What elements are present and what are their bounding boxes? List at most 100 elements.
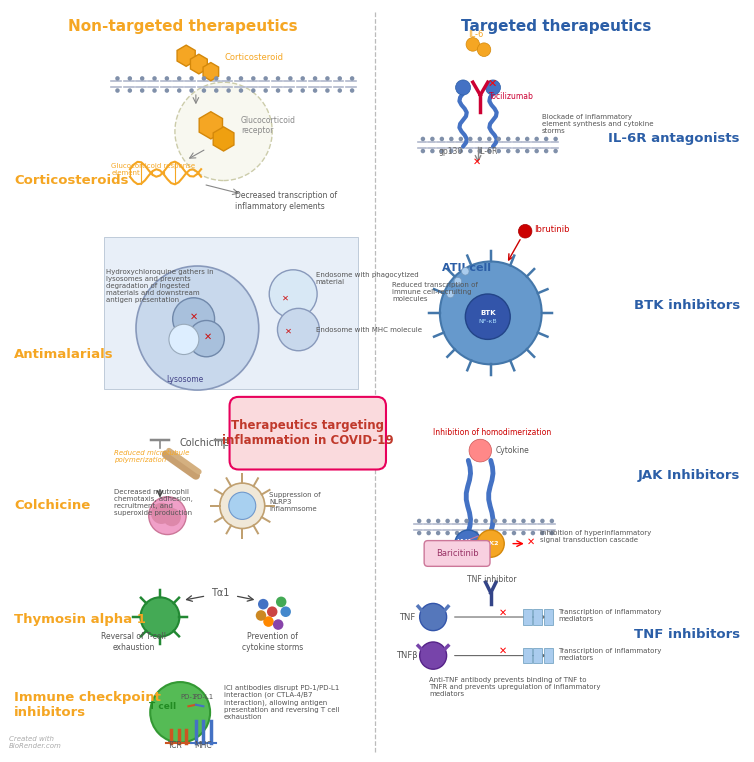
Circle shape [427,531,431,536]
Circle shape [502,531,507,536]
Text: JAK Inhibitors: JAK Inhibitors [638,469,740,482]
Text: Lysosome: Lysosome [166,375,203,384]
Circle shape [540,519,544,523]
Text: Transcription of inflammatory
mediators: Transcription of inflammatory mediators [558,648,661,661]
Circle shape [177,88,182,93]
Text: Antimalarials: Antimalarials [14,348,114,361]
Text: Blockade of inflammatory
element synthesis and cytokine
storms: Blockade of inflammatory element synthes… [541,114,653,134]
Circle shape [164,76,169,81]
Circle shape [273,620,284,630]
Text: ✕: ✕ [498,607,507,617]
Circle shape [169,325,199,354]
Polygon shape [203,62,219,81]
Circle shape [152,88,157,93]
Circle shape [477,43,491,56]
Circle shape [506,136,510,141]
Circle shape [276,597,287,607]
Circle shape [164,88,169,93]
Text: Immune checkpoint
inhibitors: Immune checkpoint inhibitors [14,691,161,719]
Text: Corticosteroids: Corticosteroids [14,174,128,187]
Text: ✕: ✕ [282,293,290,303]
Circle shape [449,136,454,141]
Text: T cell: T cell [149,702,176,711]
Circle shape [251,88,256,93]
Circle shape [449,149,454,153]
Text: Reduced transcription of
immune cell-recruiting
molecules: Reduced transcription of immune cell-rec… [392,282,478,302]
Circle shape [189,76,194,81]
Circle shape [454,277,461,285]
FancyBboxPatch shape [229,397,386,469]
Circle shape [525,149,529,153]
Circle shape [446,531,450,536]
Circle shape [188,321,225,357]
Circle shape [276,88,280,93]
Circle shape [325,76,329,81]
Circle shape [350,76,354,81]
Circle shape [474,531,478,536]
Text: Tocilizumab: Tocilizumab [489,92,534,101]
Circle shape [226,76,231,81]
Circle shape [127,88,132,93]
Text: Transcription of inflammatory
mediators: Transcription of inflammatory mediators [558,609,661,622]
Text: Colchicine: Colchicine [179,438,230,448]
Circle shape [214,88,219,93]
Circle shape [496,149,501,153]
Bar [544,610,553,625]
Circle shape [553,149,558,153]
Circle shape [544,149,548,153]
Circle shape [338,76,342,81]
Text: Reversal of T-cell
exhaustion: Reversal of T-cell exhaustion [101,632,166,652]
Text: Decreased neutrophil
chemotaxis, adhesion,
recruitment, and
superoxide productio: Decreased neutrophil chemotaxis, adhesio… [114,488,192,516]
Text: Suppression of
NLRP3
inflammsome: Suppression of NLRP3 inflammsome [269,492,321,512]
Circle shape [502,519,507,523]
Text: Created with
BioRender.com: Created with BioRender.com [9,736,62,749]
Text: JAK: JAK [456,539,471,548]
Polygon shape [213,126,234,151]
Circle shape [301,76,305,81]
Circle shape [455,531,459,536]
Circle shape [477,149,482,153]
Text: BTK: BTK [480,310,495,316]
Circle shape [350,88,354,93]
Text: Reduced microtubule
polymerization: Reduced microtubule polymerization [114,450,189,463]
Circle shape [140,88,145,93]
Circle shape [258,599,268,610]
Circle shape [140,597,179,637]
Text: gp130: gp130 [438,147,462,156]
Circle shape [550,531,554,536]
Text: ✕: ✕ [498,646,507,656]
Circle shape [325,88,329,93]
Circle shape [455,519,459,523]
Text: Colchicine: Colchicine [14,499,90,512]
Circle shape [468,136,473,141]
Circle shape [464,519,469,523]
Circle shape [417,519,421,523]
Circle shape [251,76,256,81]
Circle shape [455,530,482,557]
Text: ✕: ✕ [189,312,198,322]
Circle shape [506,149,510,153]
Circle shape [436,531,440,536]
Circle shape [189,88,194,93]
Circle shape [256,610,266,621]
Circle shape [525,136,529,141]
Circle shape [531,519,535,523]
Circle shape [115,76,120,81]
Circle shape [496,136,501,141]
FancyBboxPatch shape [425,540,490,566]
Circle shape [458,149,463,153]
Circle shape [468,149,473,153]
Circle shape [440,149,444,153]
Bar [533,648,542,663]
Text: Anti-TNF antibody prevents binding of TNF to
TNFR and prevents upregulation of i: Anti-TNF antibody prevents binding of TN… [429,677,601,697]
Circle shape [487,149,492,153]
Circle shape [149,497,186,535]
Circle shape [421,149,425,153]
Text: ICI antibodies disrupt PD-1/PD-L1
interaction (or CTLA-4/B7
interaction), allowi: ICI antibodies disrupt PD-1/PD-L1 intera… [224,685,339,720]
Text: PD-1: PD-1 [180,694,197,700]
Circle shape [239,88,244,93]
Text: TCR: TCR [167,741,182,750]
Circle shape [461,267,469,275]
Circle shape [175,82,272,181]
Circle shape [427,519,431,523]
